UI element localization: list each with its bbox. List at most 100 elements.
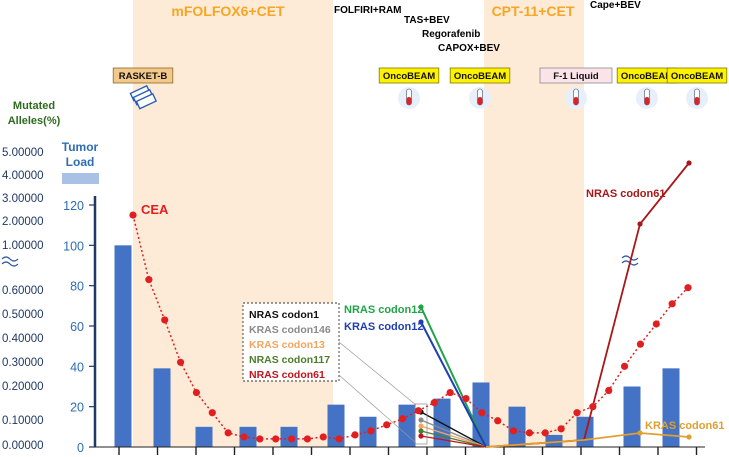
allele-tick-label: 2.00000 [2,216,44,228]
test-badge-label: F-1 Liquid [553,71,599,82]
allele-tick-label: 3.00000 [2,193,44,205]
legend-pointer [338,341,417,406]
test-badge-label: RASKET-B [119,71,168,82]
late-mutation-point [637,430,643,436]
cea-point [684,284,692,292]
cea-point [161,316,169,324]
late-mutation-label: KRAS codon61 [645,420,724,432]
cea-point [367,427,375,435]
blood-tube-fill [573,97,579,105]
cea-point [414,407,423,415]
cea-point [525,429,534,437]
allele-tick-label: 4.00000 [2,170,44,182]
tumor-tick-label: 40 [70,360,84,374]
phase-label: CAPOX+BEV [438,43,500,54]
cea-point [192,388,201,397]
late-mutation-point [637,221,643,227]
blood-tube-fill [477,97,483,105]
tumor-axis-title: Load [66,155,95,169]
mutation-point [418,417,424,423]
mutation-label: KRAS codon12 [344,321,423,333]
test-badge [666,67,728,84]
mutation-cluster-box [414,403,428,445]
cea-point [652,320,660,328]
tumor-load-bar [153,368,171,447]
cea-point [256,435,264,443]
test-badge [378,67,440,84]
mutation-line [420,435,487,448]
tumor-load-bar [508,406,526,447]
tumor-axis-title: Tumor [62,140,99,154]
cea-point [620,362,629,370]
tumor-tick-label: 20 [70,401,84,415]
cea-point [287,435,296,443]
cea-point [541,429,549,437]
tumor-load-bar [195,426,213,447]
test-badge-label: OncoBEAM [621,71,673,82]
mutation-line [420,425,487,448]
tumor-load-bar [662,368,680,447]
test-badge-label: OncoBEAM [383,71,435,82]
mutation-point [418,433,424,439]
treatment-bands [133,0,584,447]
cea-point [494,417,502,425]
mutation-point [418,319,424,325]
phase-label: Cape+BEV [590,0,641,11]
test-badge-label: OncoBEAM [671,71,723,82]
tumor-tick-label: 0 [77,441,84,455]
tumor-tick-label: 120 [63,199,84,213]
blood-tube-fill [406,97,412,105]
slide-stack-icon [135,92,158,110]
cea-point [430,399,438,407]
mutation-line [420,411,487,448]
cea-point [557,425,565,433]
legend-box: NRAS codon1 KRAS codon146 KRAS codon13 NRAS… [242,302,417,444]
legend-pointer [338,374,417,444]
cea-point [509,427,518,435]
cea-point [303,435,312,443]
legend-entry: NRAS codon117 [249,354,330,366]
allele-tick-label: 0.10000 [2,415,44,427]
cea-series: CEA [129,202,692,443]
cea-point [462,395,470,403]
cea-point [605,386,613,395]
tumor-load-bar [545,434,563,447]
late-mutation-line [485,432,690,448]
mutation-line [420,321,487,448]
allele-tick-label: 5.00000 [2,147,44,159]
cea-point [636,340,645,348]
allele-axis-title: Alleles(%) [8,115,61,127]
cea-point [335,435,343,443]
cea-point [668,300,676,308]
allele-tick-label: 0.20000 [2,381,44,393]
mutation-point [418,423,424,429]
legend-frame [242,302,340,382]
tumor-load-bar [114,245,132,447]
allele-tick-label: 0.00000 [2,440,44,452]
test-badge-label: OncoBEAM [454,71,506,82]
phase-label: CPT-11+CET [492,3,575,19]
cea-point [573,409,581,417]
legend-entry: KRAS codon146 [249,324,331,336]
allele-tick-label: 1.00000 [2,240,44,252]
allele-tick-label: 0.60000 [2,285,44,297]
cea-point [272,435,280,443]
legend-entry: KRAS codon13 [249,339,325,351]
tumor-tick-label: 100 [63,239,84,253]
test-badge [539,67,613,84]
phase-label: mFOLFOX6+CET [171,3,285,19]
tumor-load-bar [576,416,594,447]
cea-point [351,431,359,439]
cea-point [224,429,232,437]
mutation-lines: NRAS codon12 KRAS codon12 NRAS codon61 KRAS… [344,160,724,448]
blood-tube-fill [694,97,700,105]
axes: 5.00000 4.00000 3.00000 2.00000 1.00000 0.600… [1,100,705,455]
phase-label: TAS+BEV [404,15,450,26]
mutation-label: NRAS codon12 [344,304,423,316]
cea-point [589,403,597,411]
allele-tick-label: 0.30000 [2,357,44,369]
cea-point [129,211,137,219]
cea-point [383,421,391,429]
cea-point [478,409,486,417]
